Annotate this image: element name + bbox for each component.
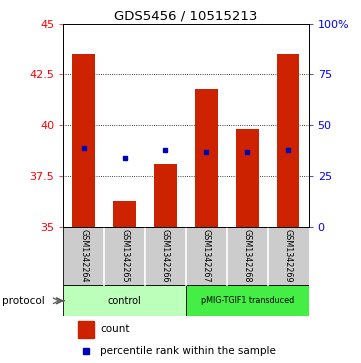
Text: GSM1342268: GSM1342268 [243, 229, 252, 283]
Text: GSM1342264: GSM1342264 [79, 229, 88, 283]
Text: count: count [100, 325, 130, 334]
Bar [277, 54, 299, 227]
Bar [186, 285, 309, 317]
Title: GDS5456 / 10515213: GDS5456 / 10515213 [114, 9, 258, 23]
Text: GSM1342267: GSM1342267 [202, 229, 211, 283]
Bar [72, 54, 95, 227]
Text: GSM1342266: GSM1342266 [161, 229, 170, 283]
Text: pMIG-TGIF1 transduced: pMIG-TGIF1 transduced [201, 296, 294, 305]
Text: GSM1342265: GSM1342265 [120, 229, 129, 283]
Bar [195, 89, 218, 227]
Bar [78, 321, 94, 338]
Text: protocol: protocol [2, 296, 44, 306]
Text: percentile rank within the sample: percentile rank within the sample [100, 346, 276, 356]
Bar [236, 129, 258, 227]
Text: GSM1342269: GSM1342269 [284, 229, 293, 283]
Bar [154, 164, 177, 227]
Bar [113, 200, 136, 227]
Bar [63, 227, 309, 285]
Text: control: control [108, 296, 142, 306]
Bar [63, 285, 186, 317]
